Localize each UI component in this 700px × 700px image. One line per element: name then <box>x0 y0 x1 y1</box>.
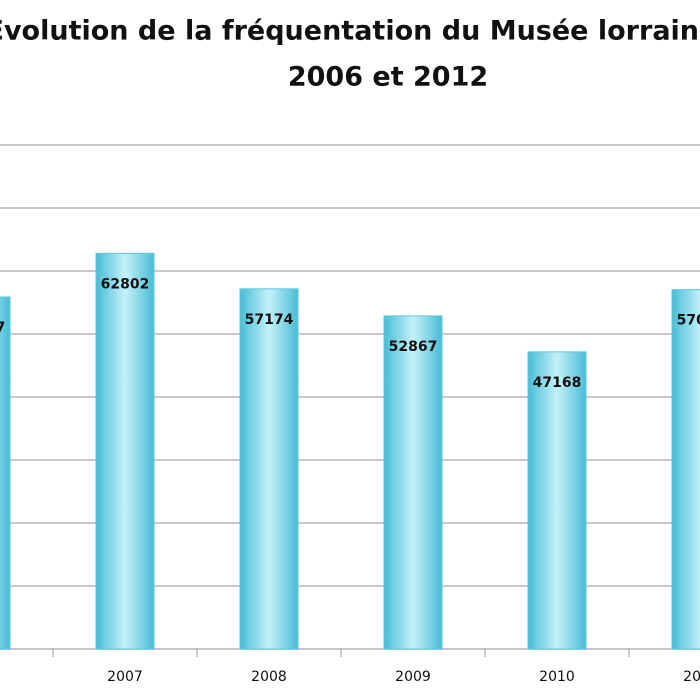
x-tick-label: 2008 <box>251 669 287 685</box>
x-tick-label: 2010 <box>539 669 575 685</box>
bar <box>0 296 11 650</box>
chart-title: Évolution de la fréquentation du Musée l… <box>0 15 700 47</box>
chart-subtitle: 2006 et 2012 <box>288 62 488 93</box>
data-label: 62802 <box>101 276 150 292</box>
x-tick-label: 2007 <box>107 669 143 685</box>
data-label: 47168 <box>533 375 582 391</box>
bar <box>95 252 155 650</box>
data-label: 57040 <box>677 313 700 329</box>
data-label: 52867 <box>389 339 438 355</box>
x-tick-label: 2011 <box>683 669 700 685</box>
bar <box>527 351 587 650</box>
data-label: 55877 <box>0 320 5 336</box>
bar <box>383 315 443 650</box>
bar <box>671 289 700 650</box>
data-label: 57174 <box>245 312 294 328</box>
x-tick-label: 2009 <box>395 669 431 685</box>
bar <box>239 288 299 650</box>
